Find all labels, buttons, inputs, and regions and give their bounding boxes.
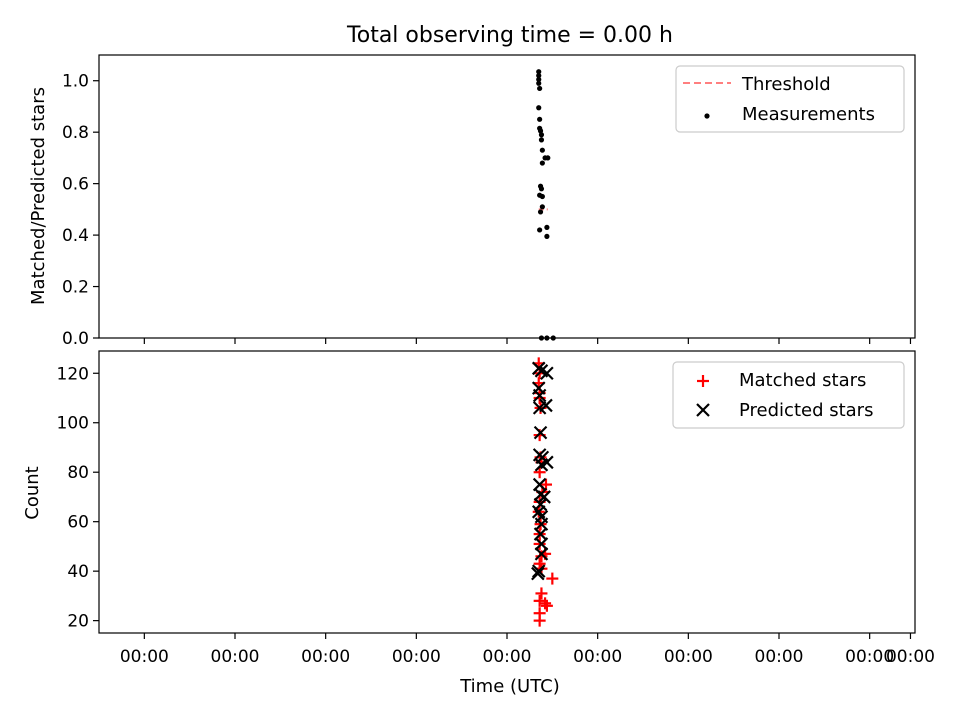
measurement-point (539, 204, 545, 210)
measurement-point (545, 155, 551, 161)
matched-star-point (533, 594, 546, 607)
predicted-star-stroke-b (533, 425, 548, 440)
matched-star-point (546, 572, 559, 585)
predicted-star-stroke-b (531, 564, 546, 578)
measurement-point (536, 76, 542, 83)
predicted-star-stroke-b (532, 388, 547, 403)
bottom-y-axis-label: Count (22, 466, 43, 519)
measurement-point (538, 132, 545, 138)
matched-star-point (539, 597, 552, 610)
x-tick-label: 00:00 (755, 647, 804, 667)
predicted-star-stroke-b (540, 366, 554, 381)
predicted-star-point (531, 564, 546, 578)
predicted-star-stroke-b (534, 458, 549, 472)
predicted-star-point (540, 366, 554, 381)
bottom-y-tick-label: 120 (57, 364, 89, 384)
top-series-marks (536, 69, 556, 341)
measurement-point (537, 116, 543, 122)
bottom-y-tick-label: 100 (57, 414, 89, 434)
predicted-star-stroke-b (531, 505, 546, 519)
measurement-point (537, 85, 543, 92)
predicted-star-stroke-b (537, 490, 551, 504)
bottom-y-tick-label: 20 (67, 612, 89, 632)
matched-star-point (533, 537, 546, 550)
predicted-star-stroke-b (534, 537, 549, 551)
x-tick-label: 00:00 (845, 647, 894, 667)
predicted-star-point (533, 425, 548, 440)
x-tick-label: 00:00 (664, 647, 713, 667)
measurement-point (544, 233, 550, 239)
top-y-tick-label: 0.0 (62, 329, 89, 349)
x-tick-label: 00:00 (301, 647, 350, 667)
predicted-stars-legend-label: Predicted stars (739, 400, 873, 421)
predicted-star-stroke-b (534, 547, 549, 561)
predicted-star-stroke-b (534, 364, 549, 378)
chart-title: Total observing time = 0.00 h (346, 23, 673, 48)
matched-star-point (535, 587, 548, 600)
top-plot-area: 0.0 0.2 0.4 0.6 0.8 1.0 (62, 54, 916, 349)
predicted-star-point (537, 490, 551, 504)
measurement-point (538, 137, 545, 143)
measurements-legend-label: Measurements (742, 104, 875, 125)
top-legend-box (675, 65, 905, 133)
predicted-star-point (539, 398, 553, 413)
measurement-point (544, 224, 550, 230)
bottom-y-tick-label: 80 (67, 463, 89, 483)
predicted-stars-legend-swatch (696, 403, 710, 417)
x-tick-label: 00:00 (392, 647, 441, 667)
measurement-point (536, 105, 542, 111)
x-tick-label: 00:00 (120, 647, 169, 667)
bottom-axes-frame (98, 350, 916, 634)
measurement-point (537, 227, 543, 233)
top-legend: Threshold Measurements (675, 65, 905, 133)
x-tick-label: 00:00 (483, 647, 532, 667)
predicted-star-stroke-b (539, 398, 553, 413)
x-axis-label: Time (UTC) (459, 676, 560, 697)
top-y-tick-label: 0.8 (62, 123, 89, 143)
bottom-legend: Matched stars Predicted stars (672, 361, 905, 429)
matched-stars-legend-label: Matched stars (739, 370, 866, 391)
top-y-tick-label: 1.0 (62, 72, 89, 92)
predicted-star-stroke-b (534, 517, 549, 531)
matched-star-point (533, 614, 546, 627)
top-axis-ticks: 0.0 0.2 0.4 0.6 0.8 1.0 (62, 72, 912, 349)
threshold-legend-label: Threshold (741, 74, 831, 95)
measurement-point (536, 80, 542, 86)
measurement-point (537, 209, 544, 215)
matched-stars-legend-swatch (697, 375, 709, 387)
predicted-star-point (534, 458, 549, 472)
matched-star-point (533, 466, 546, 479)
predicted-star-point (534, 537, 549, 551)
measurement-point (539, 160, 545, 166)
matched-star-point (540, 599, 553, 612)
predicted-star-stroke-b (531, 566, 545, 581)
measurements-legend-swatch (704, 113, 710, 119)
measurement-point (539, 193, 545, 200)
predicted-star-point (531, 566, 545, 581)
bottom-y-tick-label: 60 (67, 513, 89, 533)
x-tick-label: 00:00 (573, 647, 622, 667)
bottom-series-marks (531, 357, 559, 627)
predicted-star-point (532, 388, 547, 403)
x-tick-label: 00:00 (886, 647, 935, 667)
top-y-tick-label: 0.2 (62, 278, 89, 298)
measurement-point (536, 69, 542, 75)
measurement-point (536, 72, 542, 79)
measurement-point (538, 186, 545, 192)
top-y-tick-label: 0.6 (62, 175, 89, 195)
top-y-tick-label: 0.4 (62, 226, 89, 246)
x-tick-label: 00:00 (211, 647, 260, 667)
measurement-point (539, 147, 545, 153)
top-y-axis-label: Matched/Predicted stars (28, 87, 49, 305)
predicted-star-point (534, 547, 549, 561)
top-axes-frame (98, 54, 916, 339)
bottom-legend-box (672, 361, 905, 429)
bottom-y-tick-label: 40 (67, 562, 89, 582)
